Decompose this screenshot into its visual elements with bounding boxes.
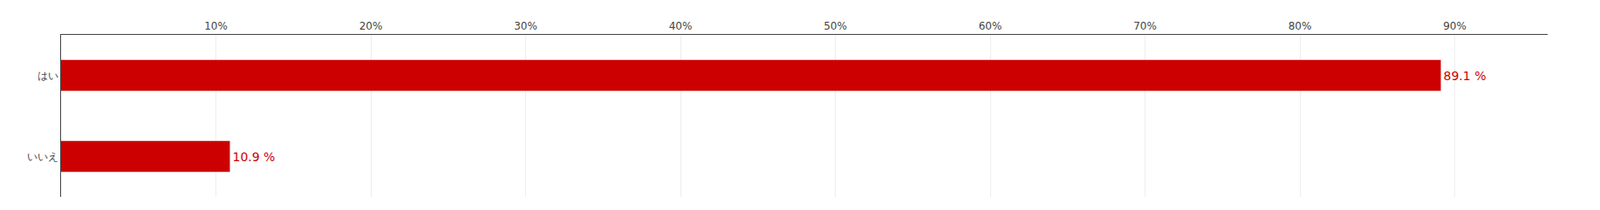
svg-text:90%: 90% xyxy=(1442,20,1467,33)
svg-text:30%: 30% xyxy=(513,20,538,33)
svg-text:はい: はい xyxy=(37,69,59,83)
svg-text:70%: 70% xyxy=(1133,20,1157,33)
svg-text:89.1 %: 89.1 % xyxy=(1443,68,1487,83)
svg-text:10.9 %: 10.9 % xyxy=(232,150,275,165)
svg-text:いいえ: いいえ xyxy=(27,150,59,164)
svg-text:60%: 60% xyxy=(978,20,1003,33)
svg-text:40%: 40% xyxy=(669,20,693,33)
svg-text:80%: 80% xyxy=(1288,20,1313,33)
svg-text:50%: 50% xyxy=(823,20,848,33)
svg-text:10%: 10% xyxy=(204,20,228,33)
svg-text:20%: 20% xyxy=(359,20,383,33)
